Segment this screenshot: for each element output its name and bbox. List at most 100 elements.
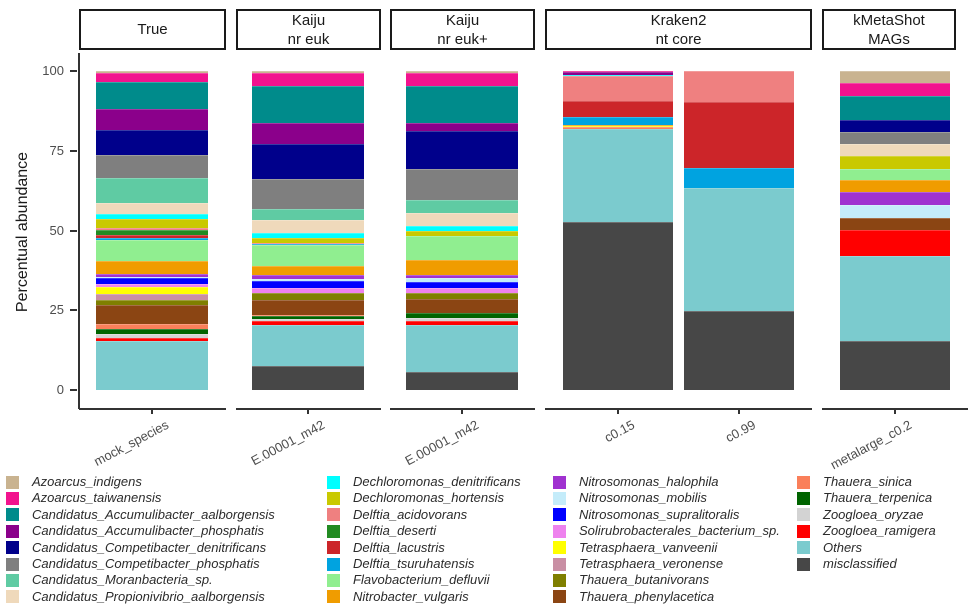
legend-label: Nitrobacter_vulgaris	[353, 588, 469, 604]
segment-Candidatus_Competibacter_phosphatis	[406, 168, 518, 201]
segment-Candidatus_Propionivibrio_aalborgensis	[406, 213, 518, 227]
legend-swatch	[6, 557, 19, 571]
segment-Thauera_sinica	[252, 314, 364, 316]
segment-Thauera_phenylacetica	[252, 299, 364, 315]
legend-item-Candidatus_Accumulibacter_phosphatis: Candidatus_Accumulibacter_phosphatis	[6, 524, 264, 538]
segment-misclassified	[684, 311, 794, 390]
legend-label: Candidatus_Propionivibrio_aalborgensis	[32, 588, 265, 604]
segment-Zoogloea_ramigera	[840, 230, 950, 256]
facet-title-line: True	[137, 21, 168, 38]
legend-swatch	[327, 524, 340, 538]
segment-Others	[406, 325, 518, 372]
legend-item-Azoarcus_indigens: Azoarcus_indigens	[6, 475, 142, 489]
segment-Delftia_acidovorans	[252, 242, 364, 244]
legend-item-Flavobacterium_defluvii: Flavobacterium_defluvii	[327, 573, 490, 587]
legend-item-Tetrasphaera_vanveenii: Tetrasphaera_vanveenii	[553, 540, 717, 555]
legend-item-Candidatus_Accumulibacter_aalborgensis: Candidatus_Accumulibacter_aalborgensis	[6, 507, 275, 522]
segment-Nitrosomonas_mobilis	[252, 279, 364, 282]
segment-Thauera_butanivorans	[406, 292, 518, 299]
segment-Solirubrobacterales_bacterium_sp.	[252, 288, 364, 294]
legend-item-Candidatus_Moranbacteria_sp.: Candidatus_Moranbacteria_sp.	[6, 573, 213, 587]
segment-Nitrobacter_vulgaris	[252, 266, 364, 275]
segment-Thauera_phenylacetica	[840, 217, 950, 231]
x-tick-mark	[738, 409, 740, 414]
legend-label: Thauera_terpenica	[823, 490, 933, 506]
legend-item-Delftia_lacustris: Delftia_lacustris	[327, 540, 445, 555]
segment-Thauera_butanivorans	[252, 293, 364, 300]
facet-title-line: Kaiju	[445, 11, 480, 29]
segment-Zoogloea_oryzae	[252, 319, 364, 321]
legend-item-Delftia_acidovorans: Delftia_acidovorans	[327, 507, 467, 522]
x-axis-line	[545, 408, 812, 410]
segment-Nitrobacter_vulgaris	[563, 124, 673, 126]
segment-Others	[840, 255, 950, 342]
legend-label: Zoogloea_oryzae	[823, 506, 924, 522]
x-tick-mark	[617, 409, 619, 414]
legend-item-Thauera_sinica: Thauera_sinica	[797, 475, 912, 489]
facet-header-kraken2: Kraken2 nt core	[545, 9, 812, 50]
y-tick-label: 100	[42, 63, 64, 78]
legend-label: Nitrosomonas_halophila	[579, 474, 719, 489]
legend-label: Candidatus_Competibacter_phosphatis	[32, 556, 260, 571]
segment-Tetrasphaera_vanveenii	[563, 125, 673, 128]
legend-swatch	[327, 573, 340, 587]
legend-swatch	[797, 475, 810, 489]
legend-swatch	[553, 508, 566, 522]
segment-Thauera_terpenica	[406, 312, 518, 319]
segment-Flavobacterium_defluvii	[96, 239, 208, 261]
segment-Nitrosomonas_supralitoralis	[406, 281, 518, 288]
legend-label: misclassified	[823, 556, 897, 571]
segment-Thauera_terpenica	[96, 328, 208, 334]
legend-swatch	[6, 508, 19, 522]
segment-Tetrasphaera_veronense	[96, 293, 208, 300]
segment-Candidatus_Competibacter_denitrificans	[840, 120, 950, 132]
legend-item-Delftia_deserti: Delftia_deserti	[327, 524, 436, 538]
legend-label: Azoarcus_taiwanensis	[32, 490, 162, 506]
segment-Azoarcus_indigens	[406, 71, 518, 74]
y-tick-mark	[70, 309, 77, 312]
legend-item-Nitrosomonas_halophila: Nitrosomonas_halophila	[553, 475, 718, 489]
segment-Zoogloea_ramigera	[406, 321, 518, 326]
segment-Azoarcus_indigens	[840, 71, 950, 84]
segment-Solirubrobacterales_bacterium_sp.	[96, 283, 208, 287]
y-tick-label: 25	[49, 302, 64, 318]
y-axis-line	[78, 53, 80, 409]
y-tick-mark	[70, 70, 77, 72]
segment-Flavobacterium_defluvii	[252, 244, 364, 267]
segment-Delftia_tsuruhatensis	[96, 237, 208, 240]
segment-Candidatus_Competibacter_phosphatis	[840, 131, 950, 144]
legend-label: Dechloromonas_denitrificans	[353, 474, 521, 489]
segment-Dechloromonas_hortensis	[840, 156, 950, 169]
segment-Thauera_phenylacetica	[406, 298, 518, 313]
legend-label: Thauera_sinica	[823, 474, 912, 489]
y-tick-mark	[70, 229, 77, 232]
legend-label: Tetrasphaera_veronense	[579, 556, 724, 571]
segment-Others	[684, 188, 794, 312]
legend-label: Delftia_tsuruhatensis	[353, 556, 475, 571]
legend-swatch	[553, 590, 566, 604]
segment-Candidatus_Competibacter_phosphatis	[252, 179, 364, 209]
y-tick-label: 0	[56, 382, 64, 397]
facet-title-line: nt core	[655, 30, 702, 48]
segment-Candidatus_Accumulibacter_aalborgensis	[96, 82, 208, 109]
legend-item-Dechloromonas_hortensis: Dechloromonas_hortensis	[327, 491, 504, 505]
legend-item-Dechloromonas_denitrificans: Dechloromonas_denitrificans	[327, 475, 521, 489]
segment-Dechloromonas_denitrificans	[563, 74, 673, 77]
legend-item-Thauera_terpenica: Thauera_terpenica	[797, 491, 932, 505]
segment-Zoogloea_oryzae	[96, 333, 208, 339]
legend-swatch	[553, 573, 566, 587]
segment-Delftia_acidovorans	[96, 228, 208, 231]
stacked-bar-c0.99	[684, 71, 794, 390]
legend-swatch	[327, 475, 340, 489]
segment-Azoarcus_taiwanensis	[96, 73, 208, 83]
segment-Azoarcus_taiwanensis	[406, 73, 518, 86]
legend-label: Nitrosomonas_supralitoralis	[579, 506, 740, 522]
segment-Nitrosomonas_mobilis	[96, 276, 208, 279]
segment-Dechloromonas_hortensis	[96, 219, 208, 229]
x-tick-mark	[894, 409, 896, 414]
legend-item-Thauera_phenylacetica: Thauera_phenylacetica	[553, 589, 714, 604]
legend-label: Nitrosomonas_mobilis	[579, 490, 707, 506]
legend-label: Thauera_butanivorans	[579, 572, 710, 588]
segment-Delftia_acidovorans	[684, 71, 794, 103]
